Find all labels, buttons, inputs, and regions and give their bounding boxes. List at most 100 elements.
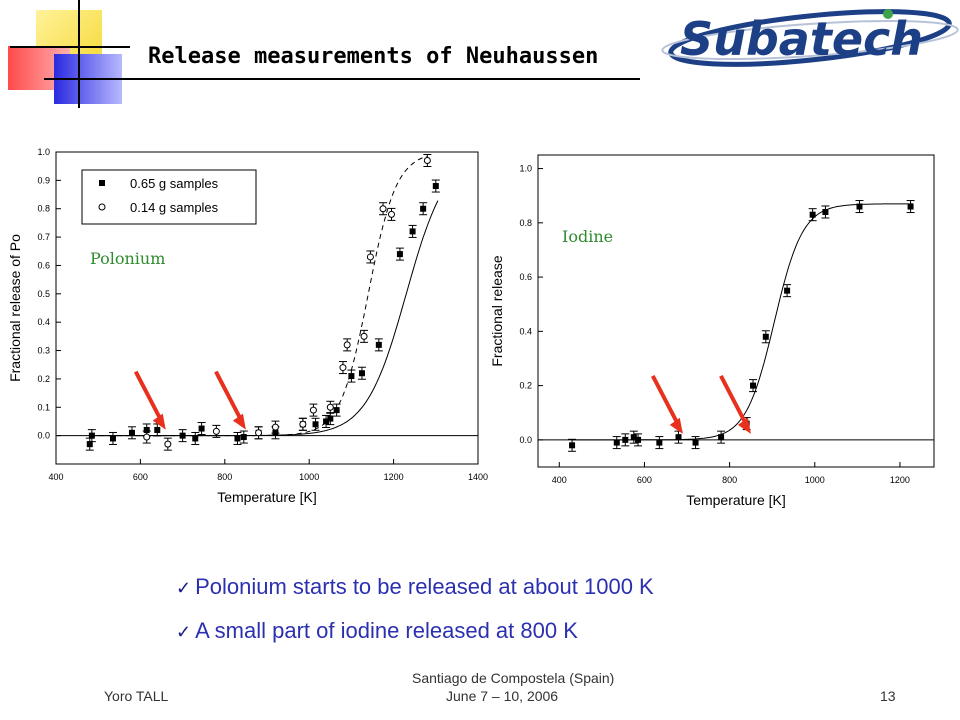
y-tick-label: 0.8 xyxy=(37,204,50,214)
data-point-open xyxy=(387,210,395,218)
data-point-open xyxy=(143,433,151,441)
y-tick-label: 0.2 xyxy=(37,374,50,384)
logo-text: Subatech xyxy=(680,12,923,66)
data-point-open xyxy=(423,157,431,165)
red-arrow xyxy=(719,374,749,427)
data-point-filled xyxy=(420,205,427,212)
data-point-open xyxy=(212,427,220,435)
data-point-filled xyxy=(323,418,330,425)
data-point-open xyxy=(379,205,387,213)
y-tick-label: 0.6 xyxy=(37,260,50,270)
y-tick-label: 0.8 xyxy=(519,218,532,228)
data-point-filled xyxy=(613,439,620,446)
data-point-filled xyxy=(409,228,416,235)
y-axis-label: Fractional release of Po xyxy=(7,234,23,382)
data-point-filled xyxy=(192,435,199,442)
data-point-filled xyxy=(569,442,576,449)
plot-frame xyxy=(537,154,935,468)
y-tick-label: 0.4 xyxy=(519,326,532,336)
polonium-chart: 400 600 800 1000 1200 1400 0.0 0.1 0.2 0.3 0.4 0.5 0… xyxy=(7,147,488,505)
deco-horizontal-line xyxy=(10,46,130,48)
x-tick-label: 1200 xyxy=(890,475,910,485)
data-point-filled xyxy=(109,435,116,442)
x-tick-label: 800 xyxy=(217,472,232,482)
data-point-filled xyxy=(375,341,382,348)
data-point-filled xyxy=(718,434,725,441)
data-point-filled xyxy=(143,426,150,433)
x-tick-label: 400 xyxy=(552,475,567,485)
data-point-filled xyxy=(750,382,757,389)
y-axis-label: Fractional release xyxy=(489,255,505,366)
data-point-filled xyxy=(675,434,682,441)
plot-frame xyxy=(55,151,479,465)
x-tick-label: 600 xyxy=(133,472,148,482)
footer-date: June 7 – 10, 2006 xyxy=(446,688,559,704)
deco-vertical-line xyxy=(78,0,80,108)
y-tick-label: 0.7 xyxy=(37,232,50,242)
data-point-filled xyxy=(630,434,637,441)
title-underline xyxy=(44,78,640,80)
y-tick-label: 0.4 xyxy=(37,317,50,327)
data-point-filled xyxy=(358,370,365,377)
bullet-text: A small part of iodine released at 800 K xyxy=(195,618,578,643)
footer-author: Yoro TALL xyxy=(104,688,169,704)
red-arrow-head xyxy=(152,413,166,430)
data-point-filled xyxy=(86,441,93,448)
data-point-open xyxy=(343,341,351,349)
legend-label: 0.65 g samples xyxy=(130,176,219,191)
data-point-open xyxy=(309,406,317,414)
data-point-filled xyxy=(240,434,247,441)
data-point-filled xyxy=(692,439,699,446)
data-point-filled xyxy=(622,436,629,443)
data-point-filled xyxy=(784,287,791,294)
data-point-filled xyxy=(432,183,439,190)
iodine-chart: 400 600 800 1000 1200 0.0 0.2 0.4 0.6 0.8 1.0 Tempe… xyxy=(489,154,935,508)
bullet-text: Polonium starts to be released at about … xyxy=(195,574,654,599)
x-tick-label: 600 xyxy=(637,475,652,485)
y-tick-label: 0.2 xyxy=(519,381,532,391)
data-point-filled xyxy=(762,333,769,340)
red-arrow xyxy=(133,370,164,423)
checkmark-icon: ✓ xyxy=(176,578,192,598)
checkmark-icon: ✓ xyxy=(176,622,192,642)
data-point-open xyxy=(255,429,263,437)
y-tick-label: 0.0 xyxy=(519,435,532,445)
data-point-filled xyxy=(333,407,340,414)
data-point-filled xyxy=(635,436,642,443)
legend-marker xyxy=(99,180,105,186)
red-arrow xyxy=(650,374,681,427)
x-tick-label: 1400 xyxy=(468,472,488,482)
data-point-open xyxy=(326,403,334,411)
x-tick-label: 400 xyxy=(48,472,63,482)
legend-marker xyxy=(98,203,106,211)
x-tick-label: 800 xyxy=(722,475,737,485)
data-point-filled xyxy=(234,435,241,442)
bullet-item: ✓ A small part of iodine released at 800 … xyxy=(176,618,654,662)
footer-venue: Santiago de Compostela (Spain) xyxy=(412,670,615,686)
red-arrow-head xyxy=(232,413,246,430)
data-point-open xyxy=(164,440,172,448)
fit-curve-065g xyxy=(89,200,439,437)
y-tick-label: 1.0 xyxy=(37,147,50,157)
x-tick-label: 1200 xyxy=(384,472,404,482)
x-tick-label: 1000 xyxy=(805,475,825,485)
x-axis-label: Temperature [K] xyxy=(686,492,786,508)
data-point-filled xyxy=(154,426,161,433)
data-point-filled xyxy=(88,432,95,439)
legend-label: 0.14 g samples xyxy=(130,200,219,215)
data-point-open xyxy=(299,420,307,428)
data-point-filled xyxy=(312,421,319,428)
data-point-open xyxy=(271,423,279,431)
chart-annotation: Polonium xyxy=(90,249,165,268)
fit-curve-iodine xyxy=(572,203,913,441)
red-arrow-head xyxy=(669,417,683,434)
chart-annotation: Iodine xyxy=(562,227,613,246)
red-arrow xyxy=(214,370,244,423)
y-tick-label: 0.1 xyxy=(37,402,50,412)
data-point-filled xyxy=(856,203,863,210)
data-point-filled xyxy=(809,211,816,218)
data-point-open xyxy=(339,364,347,372)
data-point-filled xyxy=(656,439,663,446)
data-point-filled xyxy=(396,251,403,258)
bullet-list: ✓ Polonium starts to be released at about… xyxy=(176,574,654,662)
